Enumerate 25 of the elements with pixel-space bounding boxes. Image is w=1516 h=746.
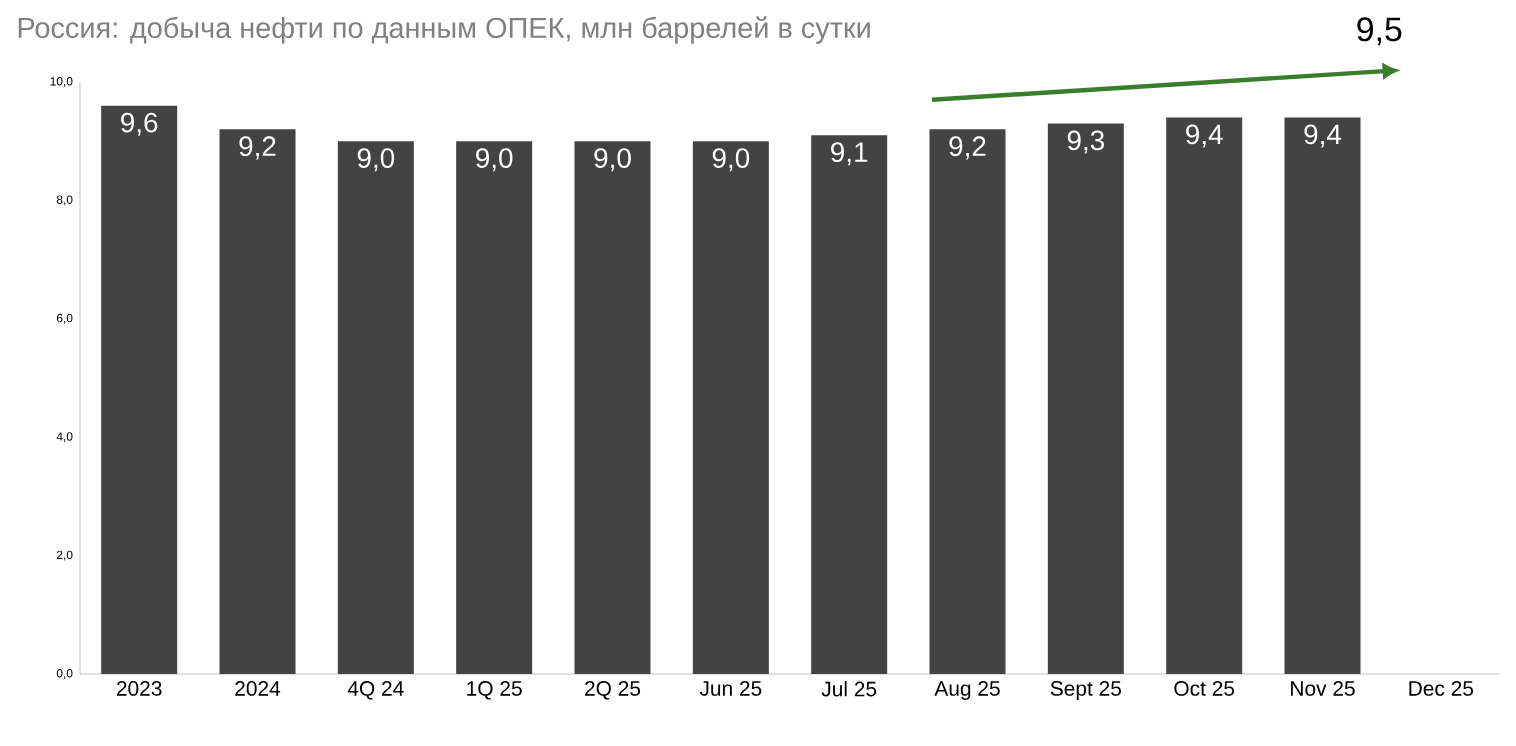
data-label: 9,0 (476, 148, 513, 172)
x-tick-label: 2023 (116, 681, 162, 696)
x-tick-label: Jul 25 (821, 681, 877, 697)
x-tick-label: Jun 25 (699, 681, 762, 696)
x-tick-label: Oct 25 (1174, 681, 1235, 696)
x-tick-label: Aug 25 (934, 681, 1000, 700)
data-label: 9,0 (357, 148, 395, 172)
data-label: 9,4 (1186, 124, 1223, 148)
x-tick-label: 2Q 25 (585, 681, 641, 700)
data-label: 9,6 (121, 112, 158, 136)
data-label: 9,1 (831, 142, 868, 166)
data-label: 9,0 (594, 148, 631, 172)
data-label: 9,2 (949, 136, 986, 160)
data-label: 9,4 (1304, 124, 1342, 148)
x-tick-label: 1Q 25 (467, 681, 522, 700)
x-tick-label: Nov 25 (1291, 681, 1355, 696)
text: 9,5 (1357, 17, 1402, 46)
chart-title: Россия: добыча нефти по данным ОПЕК, млн баррелей в сутки (18, 16, 870, 44)
x-tick-label: 2024 (235, 681, 281, 696)
data-label: 9,0 (712, 148, 750, 172)
x-tick-label: 4Q 24 (347, 681, 404, 700)
x-tick-label: Sept 25 (1050, 681, 1121, 700)
data-label: 9,2 (239, 136, 276, 160)
data-label: 9,3 (1067, 130, 1104, 154)
x-tick-label: Dec 25 (1409, 681, 1474, 696)
